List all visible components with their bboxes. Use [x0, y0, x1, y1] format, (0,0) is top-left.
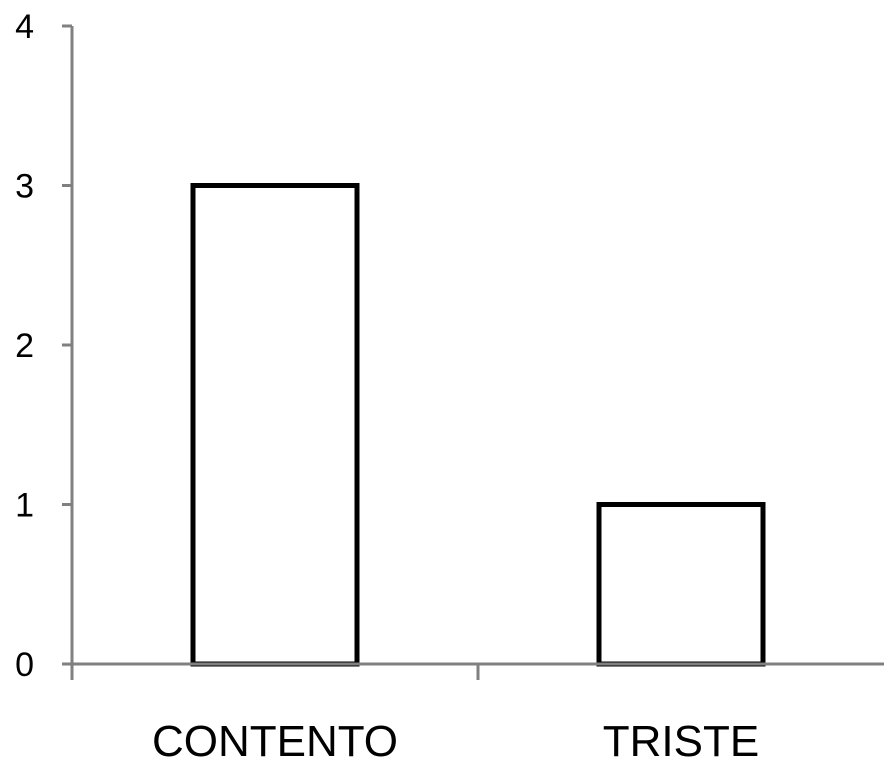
y-tick-label: 1: [15, 487, 34, 525]
x-category-label: TRISTE: [603, 717, 759, 765]
bars: [190, 183, 766, 667]
bar-triste: [596, 502, 766, 667]
bar-contento: [190, 183, 360, 667]
category-labels: CONTENTO TRISTE: [152, 717, 759, 765]
y-tick-label: 4: [15, 8, 34, 46]
x-category-label: CONTENTO: [152, 717, 398, 765]
y-tick-label: 3: [15, 168, 34, 206]
y-axis: 0 1 2 3 4: [15, 8, 74, 684]
y-tick-label: 0: [15, 646, 34, 684]
y-tick-label: 2: [15, 327, 34, 365]
